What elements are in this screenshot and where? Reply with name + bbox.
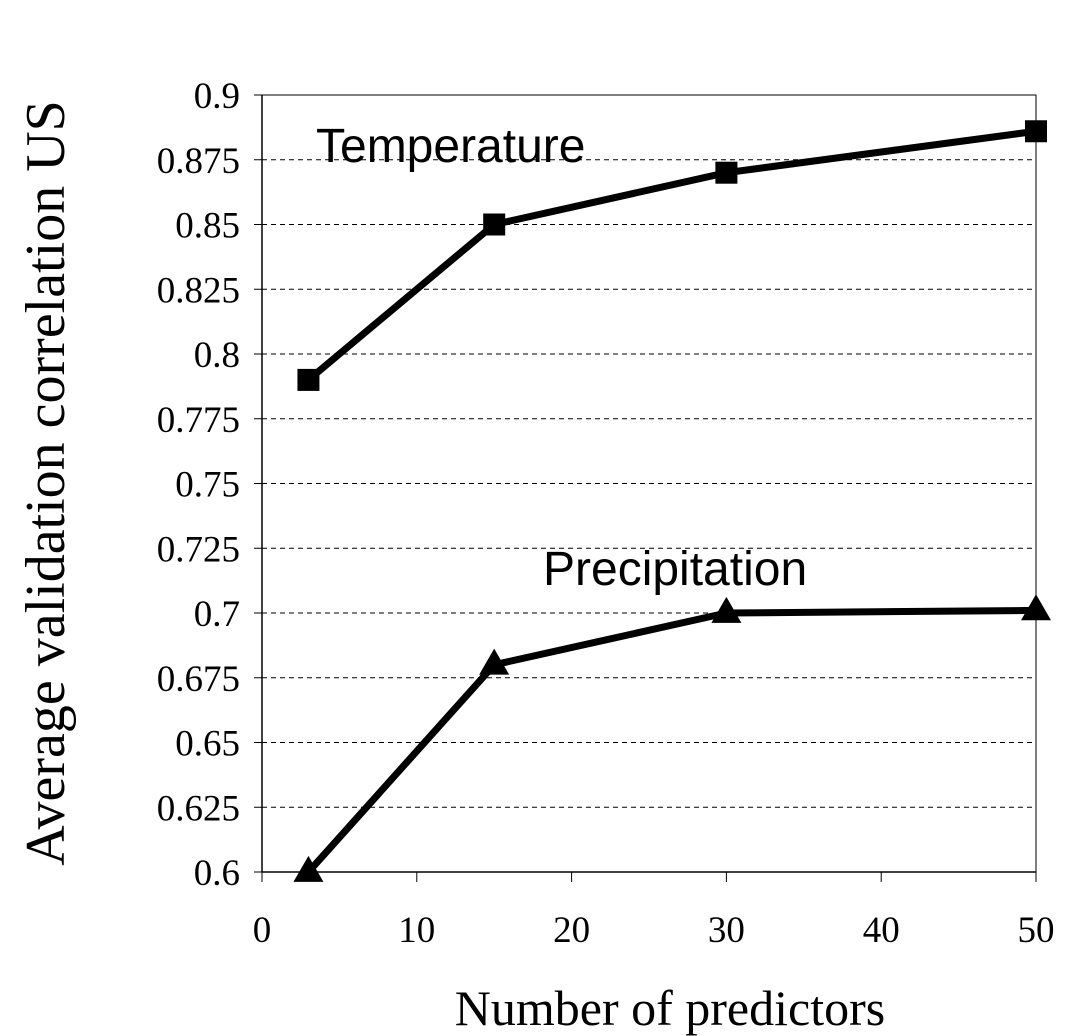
series-line-precipitation <box>305 606 1037 875</box>
data-point-precipitation <box>711 596 742 623</box>
data-point-precipitation <box>293 855 324 882</box>
data-point-temperature <box>1025 120 1047 143</box>
y-tick-label: 0.85 <box>175 206 240 247</box>
y-tick-label: 0.725 <box>157 529 240 570</box>
data-point-temperature <box>715 161 738 184</box>
y-tick-label: 0.875 <box>157 141 240 182</box>
x-tick-label: 0 <box>253 910 272 951</box>
y-tick-label: 0.675 <box>157 659 240 700</box>
y-tick-label: 0.9 <box>194 76 240 117</box>
y-axis-title: Average validation correlation US <box>15 100 77 866</box>
x-tick-label: 10 <box>398 910 435 951</box>
data-point-temperature <box>297 368 320 391</box>
y-tick-label: 0.625 <box>157 788 240 829</box>
y-tick-label: 0.825 <box>157 270 240 311</box>
x-tick-label: 30 <box>708 910 745 951</box>
x-tick-label: 50 <box>1018 910 1055 951</box>
data-point-precipitation <box>479 648 510 675</box>
y-tick-label: 0.75 <box>175 465 240 506</box>
y-tick-label: 0.775 <box>157 400 240 441</box>
gridlines <box>262 94 1036 808</box>
y-tick-label: 0.65 <box>175 724 240 765</box>
data-point-temperature <box>483 213 506 236</box>
y-axis: 0.6 0.625 0.65 0.675 0.7 0.725 0.75 0.775 0.8 0.8… <box>157 76 263 894</box>
series-label-temperature: Temperature <box>316 120 585 173</box>
series-line-temperature <box>306 127 1037 383</box>
x-tick-label: 20 <box>553 910 590 951</box>
x-tick-label: 40 <box>863 910 900 951</box>
y-tick-label: 0.8 <box>194 335 240 376</box>
x-axis: 0 10 20 30 40 50 <box>253 871 1055 951</box>
y-tick-label: 0.7 <box>194 594 240 635</box>
data-point-precipitation <box>1021 594 1051 621</box>
y-tick-label: 0.6 <box>194 853 240 894</box>
series-markers <box>293 120 1051 882</box>
series-label-precipitation: Precipitation <box>543 543 807 596</box>
series-lines <box>305 127 1037 875</box>
x-axis-title: Number of predictors <box>455 980 885 1036</box>
